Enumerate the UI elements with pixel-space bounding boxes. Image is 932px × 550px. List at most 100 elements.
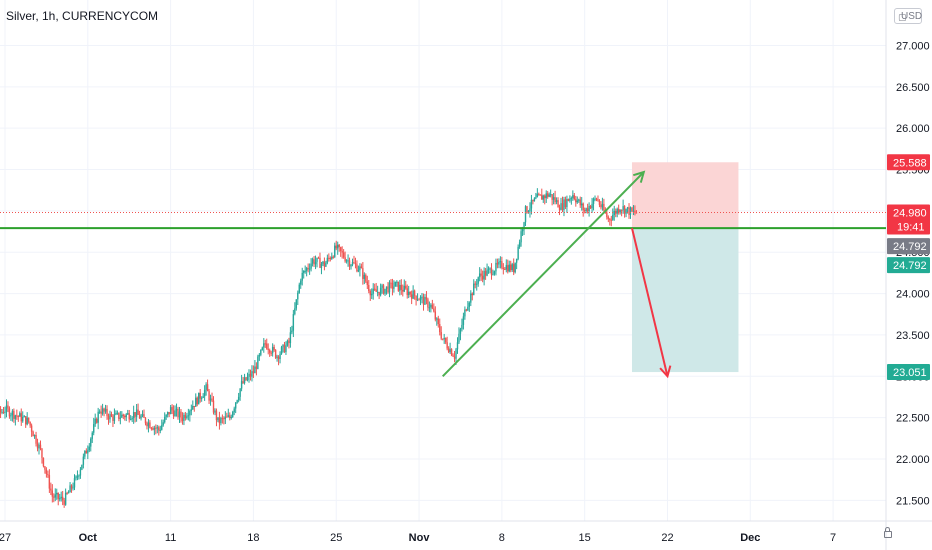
candle <box>63 497 65 508</box>
candle-body <box>131 418 133 420</box>
uptrend-line[interactable] <box>441 171 645 377</box>
candle <box>313 256 315 267</box>
candle <box>360 263 363 269</box>
candle <box>589 204 592 210</box>
candle-body <box>458 333 460 343</box>
candle <box>198 392 200 405</box>
candle <box>29 421 31 428</box>
candle-body <box>514 262 516 273</box>
forecast-arrow[interactable] <box>631 227 669 377</box>
candle-body <box>521 229 524 232</box>
candle <box>382 283 385 295</box>
candle-body <box>603 203 605 211</box>
candle <box>233 406 235 416</box>
candle <box>592 197 595 211</box>
candle-body <box>257 356 259 369</box>
currency-selector[interactable]: ▢ USD <box>894 8 922 24</box>
candle-body <box>385 286 388 289</box>
candle-body <box>484 270 487 276</box>
candle-body <box>187 415 190 417</box>
candle-body <box>203 389 206 397</box>
candle <box>87 445 89 460</box>
candle <box>268 348 271 357</box>
candle <box>0 406 2 419</box>
candle-body <box>561 203 564 210</box>
candle <box>249 369 252 381</box>
candle <box>357 265 360 273</box>
candle <box>322 260 324 267</box>
candle-body <box>249 373 252 377</box>
candle-body <box>557 200 559 208</box>
candle <box>407 285 410 299</box>
candle-body <box>541 194 543 200</box>
candle <box>291 325 293 335</box>
candle-body <box>601 203 604 208</box>
candle <box>33 434 36 439</box>
candle-body <box>620 210 623 212</box>
candle-body <box>586 208 589 212</box>
candle <box>331 252 333 260</box>
candle-body <box>471 293 473 296</box>
stop-loss-zone[interactable] <box>631 162 739 229</box>
candle-body <box>405 285 407 289</box>
candle <box>183 412 185 426</box>
candle-body <box>69 485 71 493</box>
candle <box>307 263 309 273</box>
candle-body <box>394 281 397 287</box>
y-tick-label: 27.000 <box>896 40 930 52</box>
take-profit-zone[interactable] <box>631 228 739 373</box>
candle <box>106 405 108 420</box>
candle-body <box>280 347 283 354</box>
candle <box>192 400 194 410</box>
candle <box>110 411 113 418</box>
candle-body <box>419 296 422 300</box>
candle-body <box>39 444 42 449</box>
candle-body <box>515 258 518 263</box>
candle <box>79 467 82 479</box>
candle <box>326 254 329 265</box>
candle-body <box>217 417 219 421</box>
candle <box>26 412 28 426</box>
candle-body <box>115 413 117 415</box>
candle <box>175 403 178 417</box>
candle-body <box>87 450 89 454</box>
candle-body <box>549 194 552 196</box>
candle <box>536 188 539 198</box>
candle <box>579 196 581 208</box>
candle-body <box>391 282 394 289</box>
candle-body <box>45 469 48 475</box>
candle-body <box>329 258 332 260</box>
candle <box>254 360 256 374</box>
candle-body <box>239 388 241 397</box>
candle <box>431 299 434 310</box>
candle <box>477 276 479 287</box>
candle-body <box>437 318 439 325</box>
candle-body <box>558 207 561 210</box>
candle-body <box>535 197 537 199</box>
candle <box>393 280 395 293</box>
candle <box>300 278 302 289</box>
candle <box>447 346 450 354</box>
candle-body <box>421 296 423 298</box>
candle <box>41 448 43 464</box>
candle <box>214 408 216 416</box>
candle <box>495 258 497 276</box>
candle <box>7 401 9 413</box>
candle <box>474 281 476 289</box>
candle-body <box>143 414 145 418</box>
candle <box>57 492 59 506</box>
candle-body <box>112 416 114 421</box>
candle <box>533 197 536 202</box>
candle-body <box>252 371 255 374</box>
candle-body <box>350 265 352 267</box>
candle <box>335 240 337 251</box>
lock-icon[interactable] <box>884 527 892 538</box>
candle-body <box>144 417 147 424</box>
candle <box>437 315 439 328</box>
candle <box>390 279 392 289</box>
candle-body <box>70 485 73 489</box>
candle-body <box>481 275 484 280</box>
candle-body <box>17 415 20 417</box>
candle-body <box>90 438 92 447</box>
